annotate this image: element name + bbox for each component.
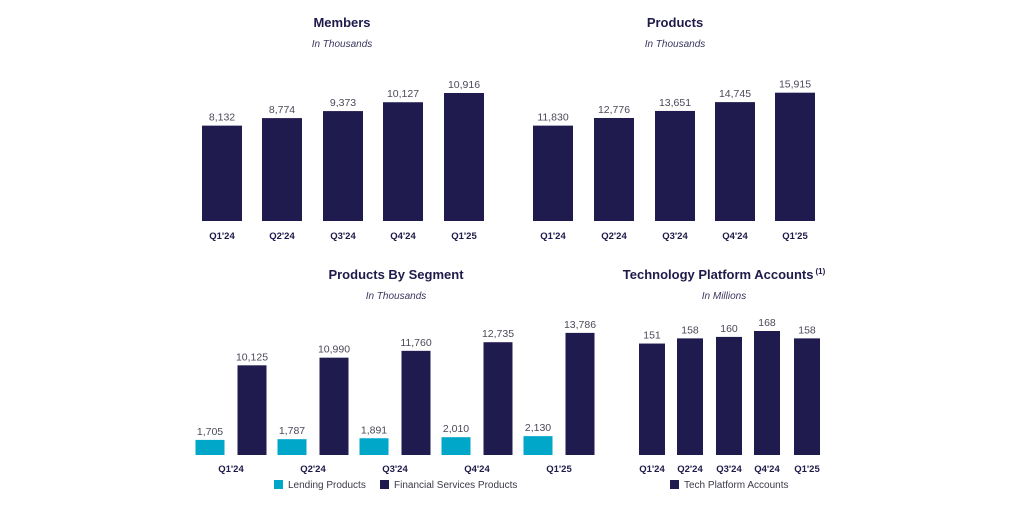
data-label: 1,891: [361, 424, 387, 436]
bar: [195, 439, 225, 455]
bar: [754, 331, 780, 455]
bar: [794, 338, 820, 455]
x-tick-label: Q2'24: [677, 464, 703, 475]
chart-title-text: Products By Segment: [328, 267, 464, 282]
data-label: 10,125: [236, 351, 268, 363]
bar: [677, 338, 703, 455]
legend-label: Lending Products: [288, 480, 366, 491]
bar: [594, 117, 634, 221]
chart-title: Members: [313, 15, 370, 30]
legend-label: Financial Services Products: [394, 480, 517, 491]
data-label: 9,373: [330, 97, 356, 109]
legend-swatch: [380, 480, 389, 489]
chart-panel-2: Products By Segment In Thousands 1,705 10,1…: [195, 267, 596, 491]
bar: [262, 118, 302, 221]
bar: [319, 357, 349, 455]
data-label: 11,760: [400, 337, 431, 349]
data-label: 1,787: [279, 425, 305, 437]
bar: [565, 332, 595, 455]
data-label: 151: [643, 330, 661, 342]
x-tick-label: Q2'24: [601, 231, 627, 242]
data-label: 2,010: [443, 423, 469, 435]
bar: [715, 102, 755, 221]
legend-swatch: [274, 480, 283, 489]
legend-label: Tech Platform Accounts: [684, 480, 789, 491]
chart-title-superscript: (1): [815, 267, 825, 276]
x-tick-label: Q4'24: [722, 231, 748, 242]
bar: [441, 437, 471, 455]
x-tick-label: Q1'25: [546, 464, 572, 475]
x-tick-label: Q1'25: [451, 231, 477, 242]
x-tick-label: Q2'24: [269, 231, 295, 242]
bar: [483, 342, 513, 455]
bar: [277, 439, 307, 455]
data-label: 8,132: [209, 112, 235, 124]
data-label: 10,990: [318, 344, 350, 356]
data-label: 12,735: [482, 328, 514, 340]
x-tick-label: Q1'24: [540, 231, 566, 242]
chart-title: Products By Segment: [328, 267, 464, 282]
chart-title: Products: [647, 15, 703, 30]
chart-subtitle: In Thousands: [312, 39, 373, 50]
x-tick-label: Q3'24: [662, 231, 688, 242]
chart-panel-1: Products In Thousands 11,830 Q1'24 12,776 Q2'…: [533, 15, 815, 242]
bar: [639, 343, 665, 455]
data-label: 11,830: [537, 112, 568, 124]
chart-title: Technology Platform Accounts (1): [623, 267, 826, 282]
bar: [237, 365, 267, 455]
x-tick-label: Q2'24: [300, 464, 326, 475]
x-tick-label: Q4'24: [464, 464, 490, 475]
chart-title-text: Products: [647, 15, 703, 30]
chart-title-text: Members: [313, 15, 370, 30]
bar: [775, 92, 815, 222]
bar: [202, 125, 242, 221]
data-label: 1,705: [197, 426, 223, 438]
bar: [655, 110, 695, 221]
x-tick-label: Q4'24: [390, 231, 416, 242]
chart-title-text: Technology Platform Accounts: [623, 267, 814, 282]
data-label: 158: [681, 324, 699, 336]
chart-subtitle: In Thousands: [645, 39, 706, 50]
data-label: 13,651: [659, 97, 691, 109]
bar: [401, 350, 431, 455]
bar: [383, 102, 423, 221]
chart-subtitle: In Thousands: [366, 291, 427, 302]
x-tick-label: Q3'24: [716, 464, 742, 475]
bar: [323, 111, 363, 221]
data-label: 2,130: [525, 422, 551, 434]
chart-panel-0: Members In Thousands 8,132 Q1'24 8,774 Q2'24 9…: [202, 15, 484, 242]
x-tick-label: Q4'24: [754, 464, 780, 475]
data-label: 13,786: [564, 319, 596, 331]
bar: [359, 438, 389, 455]
data-label: 14,745: [719, 88, 751, 100]
chart-subtitle: In Millions: [702, 291, 746, 302]
bar: [716, 336, 742, 455]
chart-panel-3: Technology Platform Accounts (1) In Millio…: [623, 267, 826, 491]
x-tick-label: Q3'24: [382, 464, 408, 475]
bar: [444, 92, 484, 221]
data-label: 12,776: [598, 104, 630, 116]
data-label: 15,915: [779, 79, 811, 91]
bar: [533, 125, 573, 221]
legend-swatch: [670, 480, 679, 489]
x-tick-label: Q1'24: [209, 231, 235, 242]
data-label: 8,774: [269, 104, 295, 116]
bar: [523, 436, 553, 455]
data-label: 160: [720, 323, 738, 335]
x-tick-label: Q1'24: [639, 464, 665, 475]
data-label: 10,127: [387, 88, 419, 100]
data-label: 158: [798, 324, 816, 336]
data-label: 168: [758, 317, 776, 329]
data-label: 10,916: [448, 79, 480, 91]
x-tick-label: Q1'25: [782, 231, 808, 242]
x-tick-label: Q1'25: [794, 464, 820, 475]
x-tick-label: Q3'24: [330, 231, 356, 242]
x-tick-label: Q1'24: [218, 464, 244, 475]
